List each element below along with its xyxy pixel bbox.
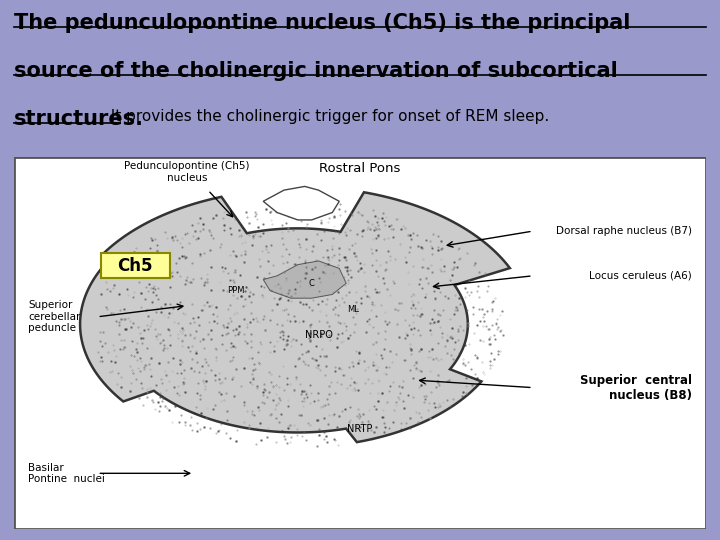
- Polygon shape: [264, 186, 339, 220]
- Text: Superior  central
nucleus (B8): Superior central nucleus (B8): [580, 374, 692, 402]
- Text: structures.: structures.: [14, 109, 144, 129]
- Text: Rostral Pons: Rostral Pons: [319, 162, 401, 175]
- Text: PPM: PPM: [227, 286, 244, 295]
- Text: Superior
cerebellar
peduncle: Superior cerebellar peduncle: [28, 300, 81, 333]
- Text: ML: ML: [347, 305, 359, 314]
- Text: Locus ceruleus (A6): Locus ceruleus (A6): [589, 271, 692, 281]
- Polygon shape: [80, 192, 510, 442]
- Text: C: C: [309, 279, 315, 288]
- Text: It provides the cholinergic trigger for onset of REM sleep.: It provides the cholinergic trigger for …: [102, 109, 549, 124]
- Text: Pedunculopontine (Ch5)
nucleus: Pedunculopontine (Ch5) nucleus: [125, 161, 250, 183]
- Text: Basilar
Pontine  nuclei: Basilar Pontine nuclei: [28, 462, 105, 484]
- FancyBboxPatch shape: [14, 157, 706, 529]
- Text: Ch5: Ch5: [117, 256, 153, 274]
- FancyBboxPatch shape: [101, 253, 170, 278]
- Text: source of the cholinergic innervation of subcortical: source of the cholinergic innervation of…: [14, 61, 618, 81]
- Text: The pedunculopontine nucleus (Ch5) is the principal: The pedunculopontine nucleus (Ch5) is th…: [14, 13, 631, 33]
- Text: Dorsal raphe nucleus (B7): Dorsal raphe nucleus (B7): [556, 226, 692, 236]
- Text: NRTP: NRTP: [347, 423, 373, 434]
- Polygon shape: [264, 261, 346, 298]
- Text: NRPO: NRPO: [305, 330, 333, 340]
